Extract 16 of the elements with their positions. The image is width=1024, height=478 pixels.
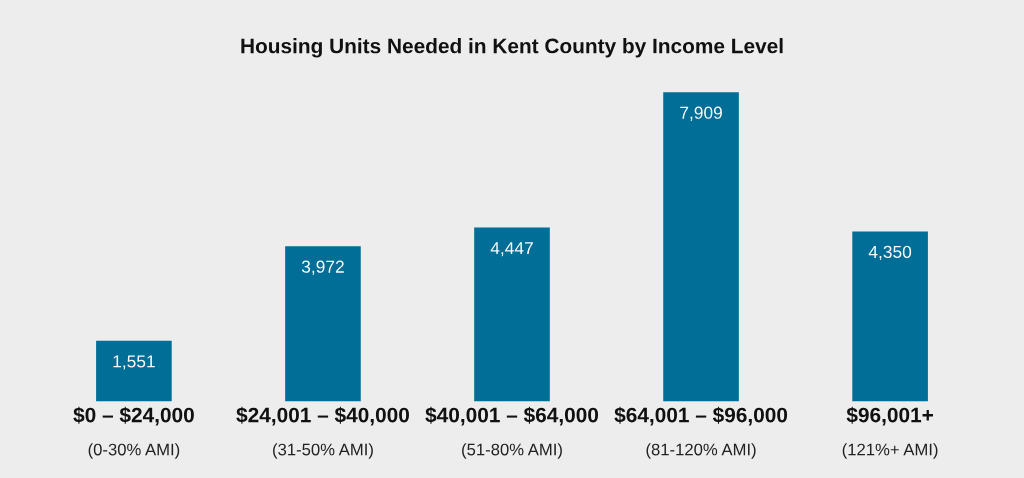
chart-title: Housing Units Needed in Kent County by Income Level — [241, 38, 783, 58]
bar — [663, 92, 739, 402]
data-label: 3,972 — [301, 260, 344, 275]
bar — [474, 227, 550, 402]
data-label: 7,909 — [680, 106, 722, 121]
category-label: $24,001 – $40,000 (31-50% AMI) — [236, 406, 409, 459]
category-label: $40,001 – $64,000 (51-80% AMI) — [425, 406, 599, 459]
bar — [285, 246, 361, 402]
data-label: 1,551 — [113, 355, 155, 370]
data-label: 4,447 — [490, 242, 533, 257]
bar — [96, 340, 172, 402]
category-label: $64,001 – $96,000 (81-120% AMI) — [614, 406, 788, 459]
category-label: $0 – $24,000 (0-30% AMI) — [73, 406, 194, 459]
category-label: $96,001+ (121%+ AMI) — [842, 406, 938, 459]
data-label: 4,350 — [868, 245, 912, 261]
bar — [852, 231, 928, 402]
